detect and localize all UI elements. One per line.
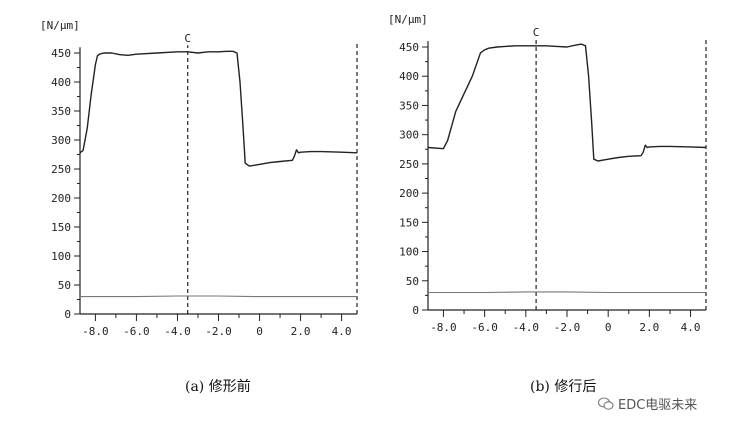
- chart-a-y-tick-label: 200: [51, 192, 71, 205]
- chart-a-x-tick-label: 0: [256, 325, 263, 338]
- chart-b-x-tick-label: 0: [605, 321, 612, 334]
- chart-a-y-tick-label: 400: [51, 76, 71, 89]
- chart-b-x-tick-label: -6.0: [471, 321, 498, 334]
- chart-a-x-tick-label: -8.0: [82, 325, 109, 338]
- chart-b-y-tick-label: 400: [399, 70, 419, 83]
- chart-a-y-label: [N/µm]: [40, 19, 80, 32]
- watermark-text: EDC电驱未来: [618, 398, 698, 413]
- chart-b-y-tick-label: 350: [399, 99, 419, 112]
- chart-a-y-tick-label: 350: [51, 105, 71, 118]
- watermark: EDC电驱未来: [598, 394, 697, 413]
- chart-b-y-tick-label: 150: [399, 216, 419, 229]
- caption-before-modification: (a) 修形前: [185, 379, 251, 395]
- chart-b-y-tick-label: 100: [399, 246, 419, 259]
- chart-b-x-tick-label: -4.0: [513, 321, 540, 334]
- chart-b-stiffness-line: [427, 43, 707, 162]
- chart-b-y-tick-label: 50: [406, 275, 419, 288]
- chart-b-baseline-line: [428, 291, 706, 294]
- chart-a-marker-label: C: [184, 32, 191, 45]
- chart-b-y-label: [N/µm]: [388, 13, 428, 26]
- chart-b-marker-label: C: [533, 26, 540, 39]
- chart-a-y-tick-label: 250: [51, 163, 71, 176]
- chart-a-y-tick-label: 300: [51, 134, 71, 147]
- chart-a-y-tick-label: 150: [51, 221, 71, 234]
- chart-a-y-tick-label: 0: [64, 308, 71, 321]
- chart-b-x-tick-label: 2.0: [639, 321, 659, 334]
- chart-a-x-tick-label: -2.0: [205, 325, 232, 338]
- chart-a-x-tick-label: 4.0: [332, 325, 352, 338]
- chart-a-baseline-line: [80, 295, 357, 298]
- chart-b-y-tick-label: 250: [399, 158, 419, 171]
- chart-b-y-tick-label: 450: [399, 41, 419, 54]
- chart-a-y-tick-label: 450: [51, 47, 71, 60]
- wechat-icon: [598, 396, 614, 410]
- chart-a-x-tick-label: -6.0: [123, 325, 150, 338]
- chart-a-y-tick-label: 100: [51, 250, 71, 263]
- chart-b-y-tick-label: 300: [399, 129, 419, 142]
- chart-a-x-tick-label: 2.0: [291, 325, 311, 338]
- chart-b-y-tick-label: 0: [412, 304, 419, 317]
- chart-a-stiffness-line: [79, 50, 358, 167]
- chart-b-x-tick-label: 4.0: [681, 321, 701, 334]
- chart-b-y-tick-label: 200: [399, 187, 419, 200]
- chart-b-x-tick-label: -2.0: [554, 321, 581, 334]
- chart-b-x-tick-label: -8.0: [430, 321, 457, 334]
- caption-after-modification: (b) 修行后: [530, 379, 597, 395]
- chart-a-x-tick-label: -4.0: [164, 325, 191, 338]
- chart-a-y-tick-label: 50: [58, 279, 71, 292]
